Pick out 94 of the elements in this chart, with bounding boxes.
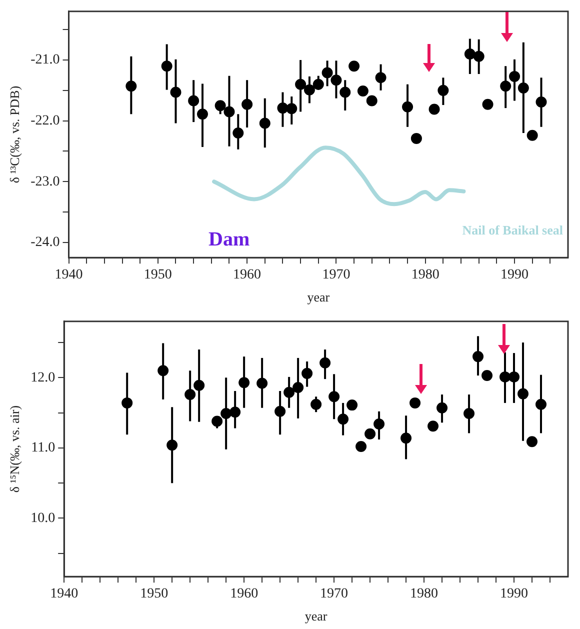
x-tick-label: 1940: [54, 268, 83, 283]
y-axis-title: δ ¹⁵N(‰, vs. air): [7, 405, 22, 493]
point: [482, 98, 494, 110]
point: [526, 130, 538, 141]
line-series: [212, 146, 466, 206]
point: [188, 95, 200, 106]
point: [338, 414, 349, 425]
point: [302, 368, 313, 379]
point: [259, 118, 270, 129]
x-tick-label: 1990: [500, 586, 528, 602]
x-tick-label: 1950: [140, 586, 168, 602]
point: [402, 101, 414, 112]
point: [284, 386, 295, 398]
point: [400, 432, 412, 444]
y-tick-label: -23.0: [30, 174, 60, 190]
x-tick-label: 1980: [410, 586, 438, 602]
point: [286, 103, 298, 114]
point: [161, 60, 172, 72]
point: [214, 100, 226, 112]
point: [464, 48, 476, 60]
point: [310, 398, 322, 410]
point: [166, 440, 178, 451]
point: [126, 80, 137, 92]
x-tick-label: 1950: [144, 268, 172, 283]
point: [500, 80, 512, 92]
annotation: Dam: [208, 228, 250, 251]
point: [277, 102, 288, 114]
point: [330, 74, 342, 86]
point: [375, 72, 386, 84]
point: [536, 398, 547, 410]
point: [274, 406, 286, 417]
point: [242, 98, 253, 110]
point: [428, 420, 439, 432]
point: [364, 428, 376, 440]
x-tick-label: 1990: [500, 268, 529, 283]
point: [348, 60, 360, 72]
point: [509, 70, 520, 82]
point: [238, 377, 250, 388]
point: [170, 86, 182, 98]
point: [428, 104, 440, 115]
point: [473, 50, 484, 62]
point: [518, 388, 529, 400]
y-tick-label: -22.0: [30, 113, 60, 128]
point: [322, 67, 333, 78]
point: [410, 132, 422, 144]
point: [340, 86, 351, 98]
point: [518, 82, 529, 94]
point: [194, 380, 205, 391]
point: [374, 418, 385, 430]
point: [320, 357, 331, 368]
x-axis-title: year: [304, 608, 328, 624]
x-tick-label: 1970: [320, 586, 348, 602]
point: [464, 408, 475, 419]
point: [224, 106, 235, 118]
point: [438, 84, 449, 96]
y-tick-label: 11.0: [31, 440, 56, 456]
point: [328, 391, 340, 402]
point: [508, 371, 520, 382]
point: [158, 365, 169, 376]
point: [304, 84, 315, 96]
y-tick-label: -21.0: [30, 52, 60, 68]
point: [482, 370, 493, 382]
y-tick-label: 10.0: [30, 510, 56, 526]
point: [230, 406, 241, 418]
point: [500, 371, 511, 382]
point: [526, 436, 538, 448]
x-axis-title: year: [307, 290, 330, 305]
point: [184, 389, 196, 400]
point: [256, 378, 268, 389]
point: [356, 441, 367, 452]
point: [410, 397, 421, 408]
point: [346, 400, 358, 411]
x-tick-label: 1970: [322, 268, 350, 283]
point: [196, 108, 208, 120]
point: [312, 78, 324, 90]
point: [232, 127, 244, 138]
point: [472, 351, 484, 362]
point: [536, 96, 547, 108]
point: [436, 402, 448, 414]
y-tick-label: -24.0: [30, 235, 60, 250]
x-tick-label: 1960: [230, 586, 258, 602]
x-tick-label: 1980: [411, 268, 440, 283]
y-axis-title: δ ¹³C(‰, vs. PDB): [7, 86, 22, 184]
point: [122, 397, 133, 408]
point: [212, 416, 223, 427]
x-tick-label: 1940: [50, 586, 78, 602]
point: [220, 408, 232, 419]
point: [357, 86, 368, 97]
y-tick-label: 12.0: [30, 370, 56, 386]
x-tick-label: 1960: [233, 268, 262, 283]
point: [292, 382, 304, 393]
text: Nail of Baikal seal: [462, 222, 564, 238]
point: [295, 78, 306, 90]
point: [366, 95, 378, 106]
